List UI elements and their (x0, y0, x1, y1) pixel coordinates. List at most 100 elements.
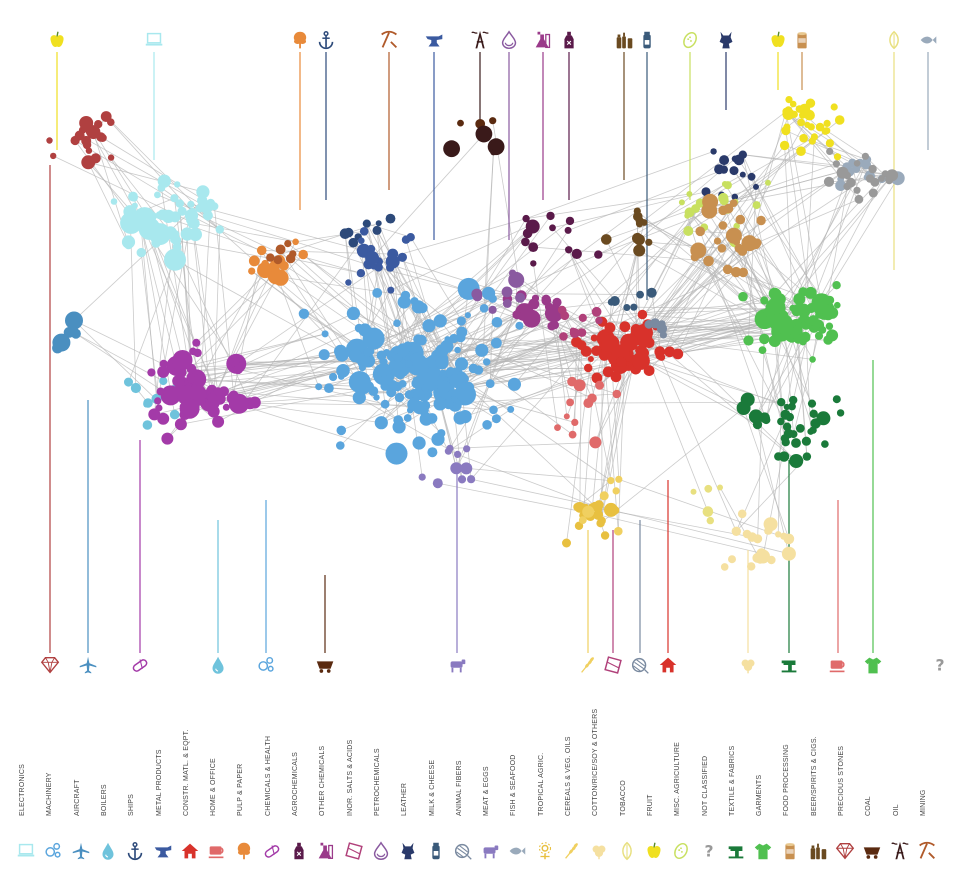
node[interactable] (735, 214, 746, 225)
node[interactable] (649, 318, 661, 329)
node[interactable] (284, 240, 292, 248)
node[interactable] (633, 244, 646, 257)
node[interactable] (747, 172, 756, 181)
node[interactable] (756, 549, 770, 564)
node[interactable] (809, 356, 816, 363)
node[interactable] (512, 310, 522, 320)
node[interactable] (695, 226, 705, 237)
node[interactable] (489, 405, 498, 415)
node[interactable] (591, 306, 602, 317)
node[interactable] (528, 242, 539, 253)
node[interactable] (804, 109, 815, 121)
yarn-icon[interactable] (451, 839, 475, 863)
node[interactable] (569, 327, 577, 334)
node[interactable] (843, 171, 852, 180)
node[interactable] (248, 267, 256, 275)
hide-icon[interactable] (396, 839, 420, 863)
node[interactable] (614, 526, 623, 536)
node[interactable] (612, 389, 622, 399)
oil-rig-icon[interactable] (888, 839, 912, 863)
node[interactable] (823, 127, 831, 135)
node[interactable] (157, 412, 170, 425)
node[interactable] (785, 412, 794, 422)
node[interactable] (713, 237, 722, 245)
node[interactable] (202, 210, 213, 221)
node[interactable] (559, 307, 567, 315)
node[interactable] (758, 346, 767, 354)
node[interactable] (760, 296, 769, 305)
node[interactable] (207, 405, 220, 418)
node[interactable] (412, 436, 426, 450)
node[interactable] (607, 477, 615, 485)
node[interactable] (683, 226, 694, 236)
node[interactable] (704, 484, 713, 493)
node[interactable] (565, 216, 575, 226)
node[interactable] (507, 377, 521, 391)
node[interactable] (443, 399, 454, 410)
node[interactable] (836, 409, 845, 417)
node[interactable] (593, 504, 603, 513)
node[interactable] (437, 429, 446, 438)
node[interactable] (854, 194, 864, 204)
node[interactable] (630, 303, 638, 311)
node[interactable] (154, 191, 161, 199)
node[interactable] (188, 227, 202, 242)
node[interactable] (738, 291, 748, 302)
node[interactable] (633, 211, 643, 222)
node[interactable] (433, 314, 447, 328)
node[interactable] (554, 424, 561, 431)
node[interactable] (261, 259, 269, 268)
node[interactable] (269, 261, 280, 273)
node[interactable] (622, 334, 629, 342)
node[interactable] (398, 380, 407, 388)
water-drop-icon[interactable] (96, 839, 120, 863)
node[interactable] (248, 255, 260, 267)
node[interactable] (587, 356, 594, 362)
house-icon[interactable] (178, 839, 202, 863)
node[interactable] (454, 346, 461, 354)
node[interactable] (196, 185, 210, 199)
node[interactable] (267, 268, 284, 285)
node[interactable] (131, 202, 138, 209)
node[interactable] (515, 292, 526, 303)
node[interactable] (256, 245, 267, 256)
node[interactable] (565, 246, 573, 254)
node[interactable] (600, 531, 610, 540)
node[interactable] (564, 226, 572, 234)
sewing-machine-icon[interactable] (724, 839, 748, 863)
node[interactable] (785, 96, 793, 104)
node[interactable] (52, 333, 71, 352)
node[interactable] (544, 302, 554, 312)
node[interactable] (717, 244, 727, 253)
node[interactable] (792, 324, 803, 335)
node[interactable] (154, 397, 162, 405)
node[interactable] (823, 176, 835, 187)
node[interactable] (611, 506, 620, 515)
node[interactable] (834, 115, 845, 125)
node[interactable] (868, 188, 878, 198)
node[interactable] (878, 175, 885, 182)
node[interactable] (289, 250, 297, 258)
node[interactable] (437, 380, 451, 394)
node[interactable] (358, 364, 366, 372)
node[interactable] (775, 531, 782, 538)
node[interactable] (773, 313, 793, 334)
node[interactable] (372, 288, 383, 298)
node[interactable] (730, 266, 742, 278)
node[interactable] (870, 177, 880, 187)
node[interactable] (68, 326, 79, 338)
node[interactable] (885, 175, 893, 183)
node[interactable] (266, 253, 275, 262)
node[interactable] (823, 119, 831, 127)
node[interactable] (130, 382, 141, 394)
node[interactable] (788, 402, 796, 411)
node[interactable] (432, 478, 443, 489)
node[interactable] (807, 123, 815, 131)
node[interactable] (329, 372, 338, 382)
node[interactable] (358, 237, 365, 244)
node[interactable] (212, 415, 225, 428)
node[interactable] (491, 317, 503, 328)
cotton-icon[interactable] (587, 839, 611, 863)
node[interactable] (450, 373, 460, 383)
node[interactable] (386, 387, 397, 398)
